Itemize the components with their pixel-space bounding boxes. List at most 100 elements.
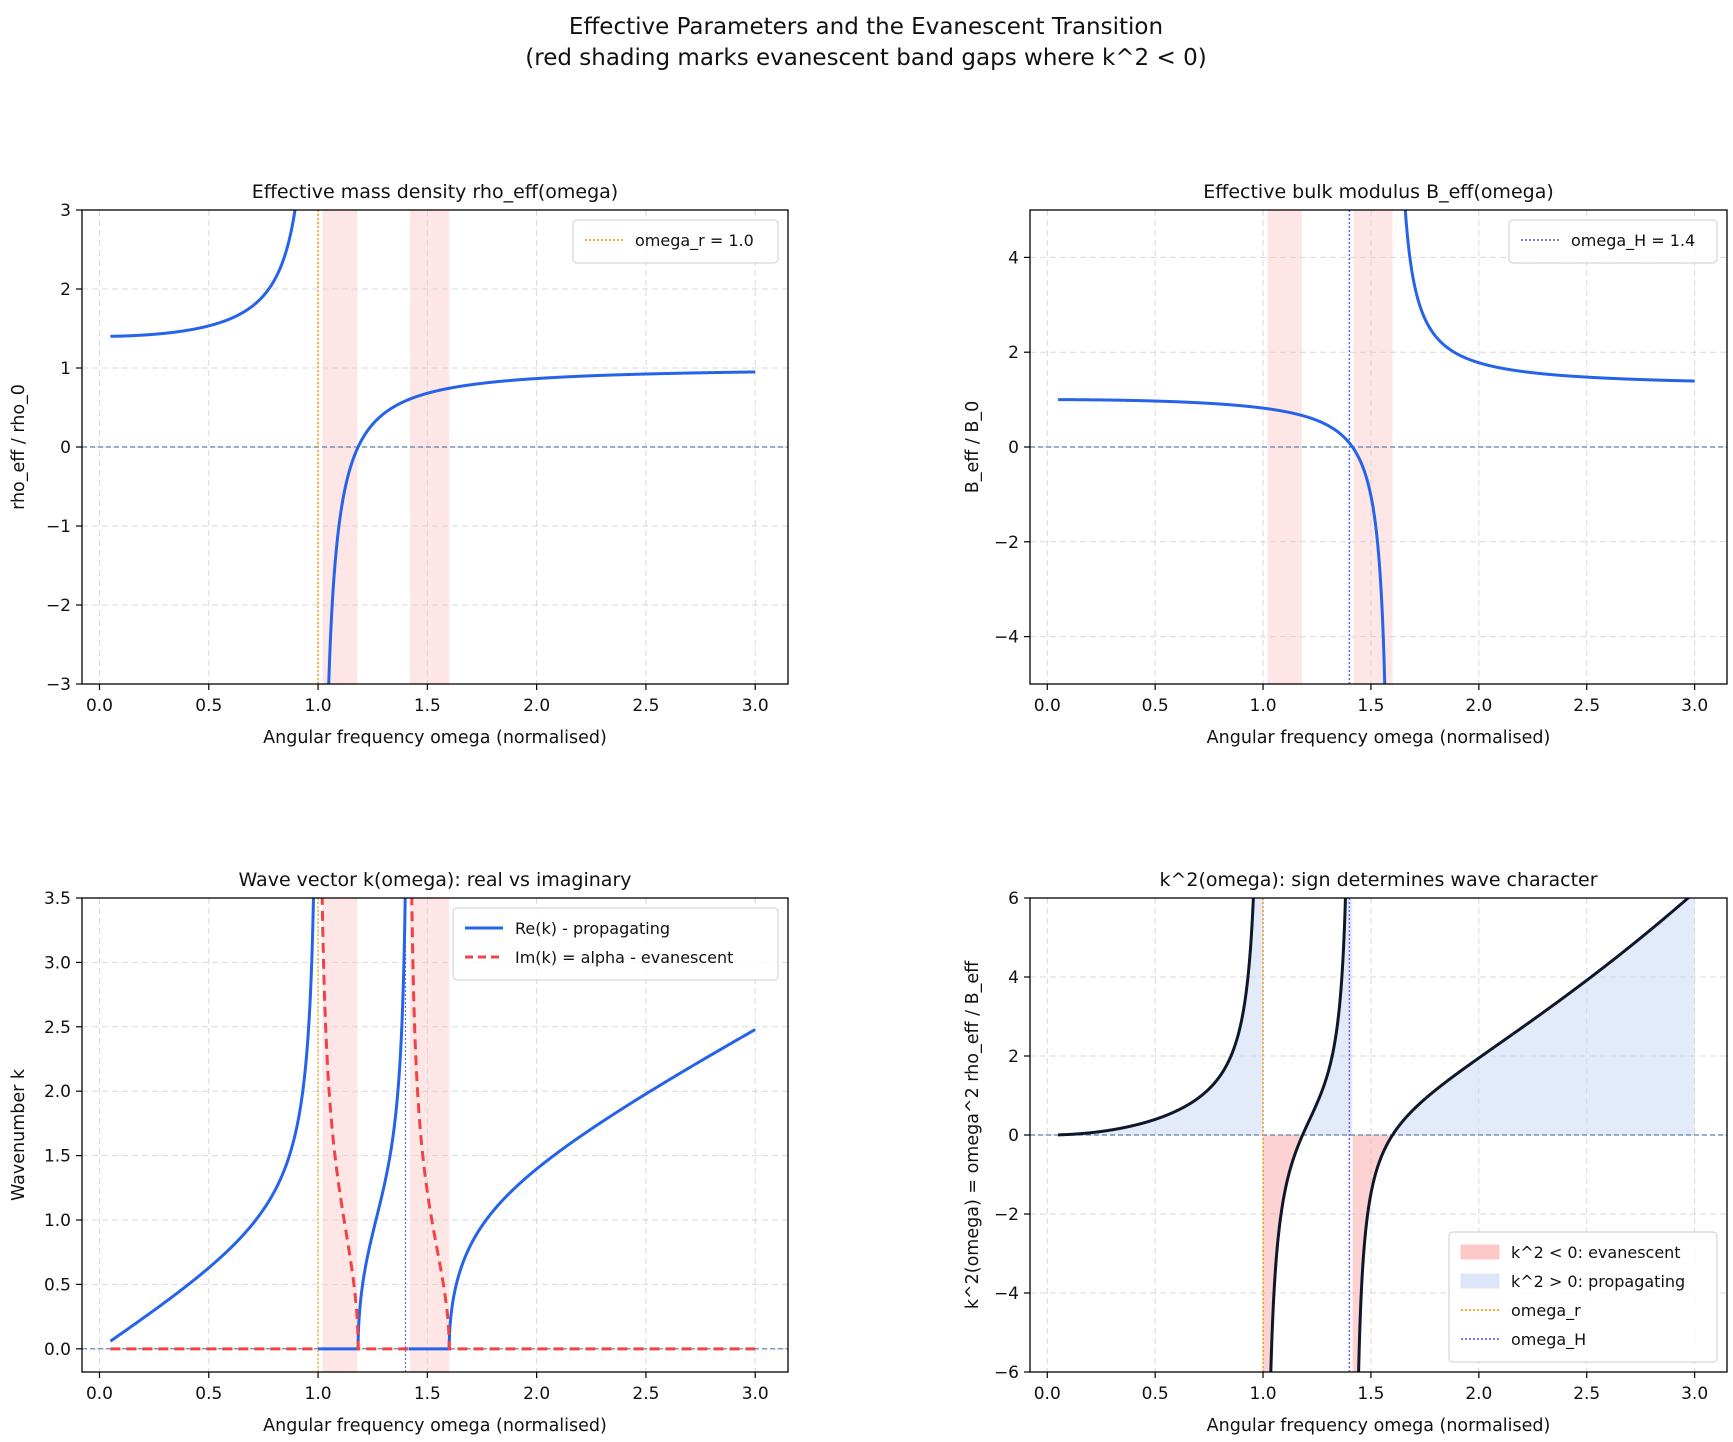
y-tick-label-4: 1 xyxy=(60,359,71,379)
legend-label-2: omega_r xyxy=(1511,1301,1581,1321)
y-tick-label-4: 2.0 xyxy=(44,1082,71,1102)
x-tick-label-3: 1.5 xyxy=(1357,1384,1384,1404)
x-axis-label: Angular frequency omega (normalised) xyxy=(263,1416,607,1436)
legend-label-0: k^2 < 0: evanescent xyxy=(1511,1243,1681,1262)
x-tick-label-2: 1.0 xyxy=(305,696,332,716)
y-tick-label-2: 1.0 xyxy=(44,1211,71,1231)
panel-title: k^2(omega): sign determines wave charact… xyxy=(1159,869,1597,891)
x-tick-label-0: 0.0 xyxy=(1034,1384,1061,1404)
x-axis-label: Angular frequency omega (normalised) xyxy=(263,728,607,748)
panel-bulk-modulus: 0.0 0.5 1.0 1.5 2.0 2.5 3.0 −4 −2 0 2 4 Effective bu… xyxy=(963,181,1728,748)
x-tick-label-4: 2.0 xyxy=(1465,696,1492,716)
legend-label-0: omega_H = 1.4 xyxy=(1571,231,1695,251)
y-tick-label-1: −4 xyxy=(994,1284,1019,1304)
bulk-modulus-curve-2 xyxy=(1403,210,1695,383)
x-tick-label-2: 1.0 xyxy=(305,1384,332,1404)
y-tick-label-3: 0 xyxy=(1008,1126,1019,1146)
k-squared-curve-2 xyxy=(1269,898,1347,1372)
legend-label-0: Re(k) - propagating xyxy=(515,919,670,938)
plot-area xyxy=(82,898,788,1372)
x-tick-label-3: 1.5 xyxy=(1357,696,1384,716)
legend-swatch-0 xyxy=(1460,1244,1500,1260)
y-axis-label: B_eff / B_0 xyxy=(963,401,983,494)
im-k-curve-3 xyxy=(410,898,756,1351)
x-tick-label-3: 1.5 xyxy=(414,696,441,716)
x-tick-label-3: 1.5 xyxy=(414,1384,441,1404)
y-tick-label-5: 2.5 xyxy=(44,1018,71,1038)
y-tick-label-3: 1.5 xyxy=(44,1147,71,1167)
bulk-modulus-curve-1 xyxy=(1058,398,1387,684)
re-k-curve-2 xyxy=(318,898,407,1351)
legend-label-1: k^2 > 0: propagating xyxy=(1511,1272,1685,1291)
y-tick-label-0: 0.0 xyxy=(44,1340,71,1360)
legend-swatch-1 xyxy=(1460,1273,1500,1289)
x-tick-label-6: 3.0 xyxy=(742,696,769,716)
x-tick-label-0: 0.0 xyxy=(86,696,113,716)
x-tick-label-0: 0.0 xyxy=(86,1384,113,1404)
propagating-fill xyxy=(1058,898,1695,1135)
x-tick-label-1: 0.5 xyxy=(1142,696,1169,716)
y-tick-label-5: 2 xyxy=(60,280,71,300)
x-tick-label-4: 2.0 xyxy=(523,696,550,716)
y-tick-label-6: 3.0 xyxy=(44,953,71,973)
y-tick-label-0: −6 xyxy=(994,1363,1019,1383)
y-tick-label-6: 6 xyxy=(1008,889,1019,909)
y-tick-label-0: −3 xyxy=(46,675,71,695)
legend: omega_r = 1.0 xyxy=(572,219,779,264)
panel-rho-eff: 0.0 0.5 1.0 1.5 2.0 2.5 3.0 −3 −2 −1 0 1 2 3 Effective… xyxy=(9,181,789,748)
panel-title: Wave vector k(omega): real vs imaginary xyxy=(238,869,631,891)
x-tick-label-4: 2.0 xyxy=(523,1384,550,1404)
rho-eff-curve-2 xyxy=(327,370,756,684)
legend-box xyxy=(1448,1231,1718,1363)
legend-box xyxy=(1508,219,1718,264)
legend: Re(k) - propagating Im(k) = alpha - evane… xyxy=(452,907,779,981)
x-tick-label-6: 3.0 xyxy=(1681,1384,1708,1404)
x-tick-label-0: 0.0 xyxy=(1034,696,1061,716)
panel-title: Effective bulk modulus B_eff(omega) xyxy=(1203,181,1554,203)
panel-wave-vector: 0.0 0.5 1.0 1.5 2.0 2.5 3.0 0.0 0.5 1.0 1.5 2.0 2.5 3… xyxy=(9,869,789,1436)
y-tick-label-4: 4 xyxy=(1008,248,1019,268)
legend-label-3: omega_H xyxy=(1511,1330,1586,1350)
legend-label-1: Im(k) = alpha - evanescent xyxy=(515,948,733,967)
gap-band-2 xyxy=(409,898,450,1372)
gap-band-1 xyxy=(322,898,358,1372)
plot-area xyxy=(82,210,788,684)
y-tick-label-1: −2 xyxy=(994,533,1019,553)
y-tick-label-7: 3.5 xyxy=(44,889,71,909)
x-tick-label-1: 0.5 xyxy=(195,696,222,716)
rho-eff-curve-1 xyxy=(110,210,297,338)
panel-k-squared: 0.0 0.5 1.0 1.5 2.0 2.5 3.0 −6 −4 −2 0 2 4 6 k^2(omega… xyxy=(963,869,1728,1436)
x-tick-label-1: 0.5 xyxy=(195,1384,222,1404)
x-tick-label-5: 2.5 xyxy=(632,1384,659,1404)
y-tick-label-6: 3 xyxy=(60,201,71,221)
x-axis-label: Angular frequency omega (normalised) xyxy=(1207,728,1551,748)
x-tick-label-5: 2.5 xyxy=(1573,1384,1600,1404)
figure-title-line1: Effective Parameters and the Evanescent … xyxy=(569,14,1163,40)
legend-box xyxy=(452,907,779,981)
x-tick-label-2: 1.0 xyxy=(1250,696,1277,716)
k-squared-curve-3 xyxy=(1357,898,1691,1372)
y-tick-label-3: 0 xyxy=(60,438,71,458)
x-tick-label-5: 2.5 xyxy=(1573,696,1600,716)
plot-area xyxy=(1030,210,1727,684)
y-tick-label-2: −2 xyxy=(994,1205,1019,1225)
x-tick-label-6: 3.0 xyxy=(1681,696,1708,716)
x-tick-label-6: 3.0 xyxy=(742,1384,769,1404)
re-k-curve-3 xyxy=(408,1028,756,1351)
x-tick-label-5: 2.5 xyxy=(632,696,659,716)
y-tick-label-2: 0 xyxy=(1008,438,1019,458)
im-k-curve-2 xyxy=(320,898,409,1351)
x-tick-label-1: 0.5 xyxy=(1142,1384,1169,1404)
x-tick-label-4: 2.0 xyxy=(1465,1384,1492,1404)
y-tick-label-3: 2 xyxy=(1008,343,1019,363)
legend: k^2 < 0: evanescent k^2 > 0: propagating o… xyxy=(1448,1231,1718,1363)
y-axis-label: Wavenumber k xyxy=(9,1068,29,1201)
x-axis-label: Angular frequency omega (normalised) xyxy=(1207,1416,1551,1436)
y-axis-label: k^2(omega) = omega^2 rho_eff / B_eff xyxy=(963,960,983,1309)
y-tick-label-1: −2 xyxy=(46,596,71,616)
k-squared-curve-1 xyxy=(1058,898,1255,1137)
y-tick-label-2: −1 xyxy=(46,517,71,537)
y-tick-label-0: −4 xyxy=(994,628,1019,648)
y-axis-label: rho_eff / rho_0 xyxy=(9,384,29,510)
